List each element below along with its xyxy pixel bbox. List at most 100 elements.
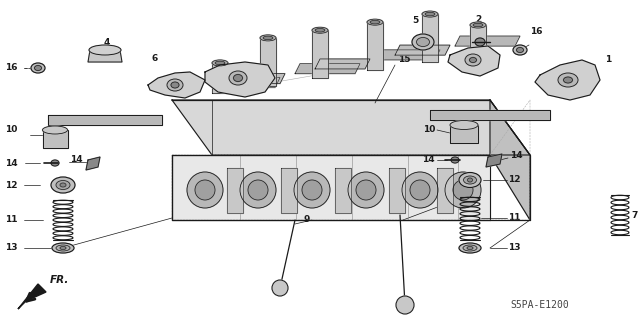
Ellipse shape (56, 181, 70, 189)
Circle shape (410, 180, 430, 200)
Text: 1: 1 (605, 56, 611, 64)
Text: 3: 3 (267, 46, 273, 55)
Ellipse shape (60, 183, 66, 187)
Polygon shape (395, 45, 450, 55)
Polygon shape (389, 168, 405, 213)
Ellipse shape (212, 60, 228, 66)
Circle shape (195, 180, 215, 200)
Text: 10: 10 (422, 125, 435, 135)
Polygon shape (227, 168, 243, 213)
Polygon shape (490, 100, 530, 220)
Circle shape (294, 172, 330, 208)
Circle shape (302, 180, 322, 200)
Text: 13: 13 (508, 243, 520, 253)
Ellipse shape (42, 126, 67, 134)
Ellipse shape (459, 243, 481, 253)
Text: 14: 14 (70, 155, 83, 165)
Ellipse shape (167, 79, 183, 91)
Text: 6: 6 (152, 54, 158, 63)
Polygon shape (230, 74, 285, 84)
Polygon shape (148, 72, 205, 98)
Ellipse shape (31, 63, 45, 73)
Ellipse shape (467, 247, 473, 249)
Circle shape (356, 180, 376, 200)
Polygon shape (205, 62, 275, 97)
Ellipse shape (171, 82, 179, 88)
Ellipse shape (422, 11, 438, 17)
Polygon shape (172, 100, 530, 155)
Polygon shape (281, 168, 297, 213)
Polygon shape (43, 130, 68, 148)
Ellipse shape (60, 247, 66, 249)
Ellipse shape (513, 45, 527, 55)
Ellipse shape (89, 45, 121, 55)
Ellipse shape (35, 65, 42, 70)
Text: 14: 14 (5, 159, 18, 167)
Polygon shape (18, 284, 46, 309)
Text: 9: 9 (303, 216, 310, 225)
Text: 16: 16 (5, 63, 17, 72)
Text: 15: 15 (398, 56, 410, 64)
Ellipse shape (470, 22, 486, 28)
Text: 13: 13 (5, 243, 17, 253)
Ellipse shape (558, 73, 578, 87)
Polygon shape (315, 59, 370, 69)
Polygon shape (535, 60, 600, 100)
Polygon shape (295, 64, 360, 74)
Polygon shape (450, 125, 478, 143)
Text: FR.: FR. (50, 275, 69, 285)
Ellipse shape (260, 35, 276, 41)
Ellipse shape (450, 121, 478, 130)
Circle shape (240, 172, 276, 208)
Polygon shape (312, 30, 328, 78)
Text: 11: 11 (508, 213, 520, 222)
Polygon shape (430, 110, 550, 120)
Circle shape (272, 280, 288, 296)
Ellipse shape (51, 160, 59, 166)
Polygon shape (486, 154, 502, 167)
Polygon shape (448, 46, 500, 76)
Ellipse shape (56, 245, 70, 251)
Ellipse shape (463, 176, 477, 184)
Ellipse shape (370, 20, 380, 24)
Ellipse shape (312, 27, 328, 33)
Circle shape (248, 180, 268, 200)
Text: 14: 14 (422, 155, 435, 165)
Ellipse shape (475, 38, 485, 46)
Circle shape (445, 172, 481, 208)
Ellipse shape (417, 38, 429, 47)
Polygon shape (422, 14, 438, 62)
Text: 12: 12 (508, 175, 520, 184)
Ellipse shape (473, 23, 483, 27)
Ellipse shape (467, 178, 472, 182)
Text: 14: 14 (510, 151, 523, 160)
Polygon shape (86, 157, 100, 170)
Ellipse shape (412, 34, 434, 50)
Polygon shape (455, 36, 520, 46)
Polygon shape (437, 168, 453, 213)
Polygon shape (212, 63, 228, 93)
Ellipse shape (229, 71, 247, 85)
Ellipse shape (470, 57, 477, 63)
Text: 4: 4 (104, 38, 110, 47)
Ellipse shape (315, 28, 325, 32)
Text: 10: 10 (5, 125, 17, 135)
Circle shape (453, 180, 473, 200)
Ellipse shape (263, 36, 273, 40)
Text: S5PA-E1200: S5PA-E1200 (510, 300, 569, 310)
Ellipse shape (367, 19, 383, 25)
Text: 7: 7 (632, 211, 638, 219)
Circle shape (348, 172, 384, 208)
Ellipse shape (51, 177, 75, 193)
Polygon shape (335, 168, 351, 213)
Ellipse shape (459, 173, 481, 188)
Ellipse shape (451, 157, 459, 163)
Ellipse shape (52, 243, 74, 253)
Polygon shape (367, 22, 383, 70)
Text: 2: 2 (475, 15, 481, 24)
Polygon shape (470, 25, 486, 55)
Text: 12: 12 (5, 181, 17, 189)
Ellipse shape (425, 12, 435, 16)
Ellipse shape (465, 54, 481, 66)
Polygon shape (375, 50, 440, 60)
